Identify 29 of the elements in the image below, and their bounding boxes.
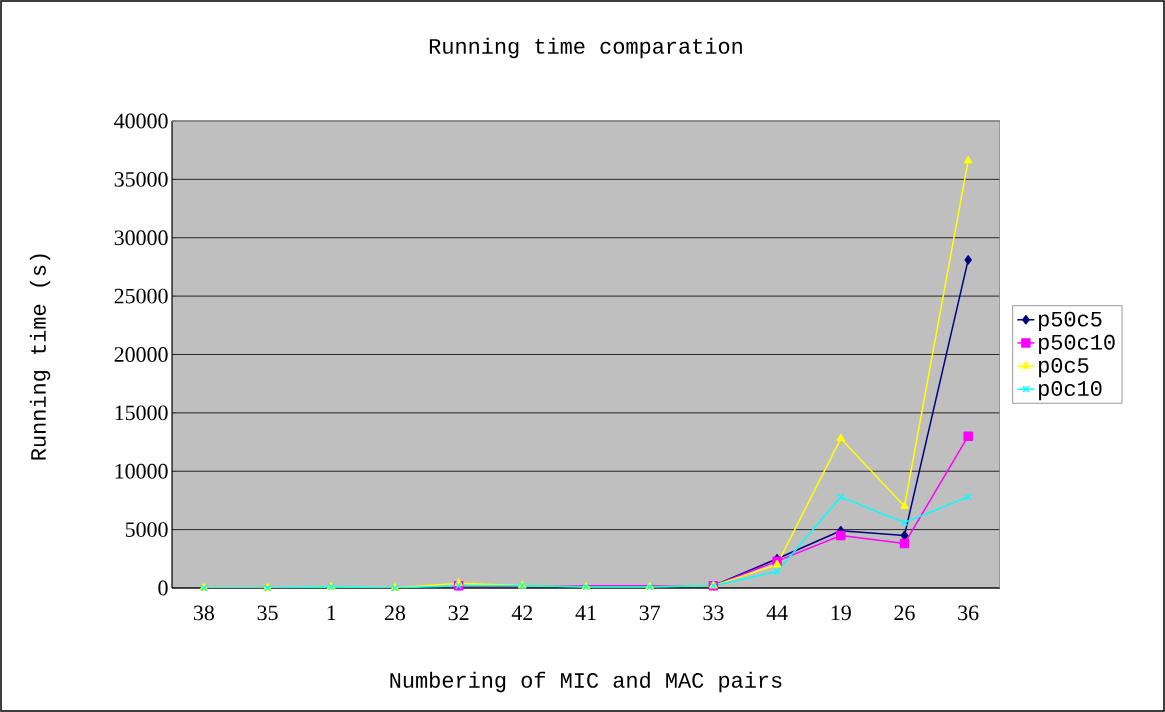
chart-title: Running time comparation (429, 37, 742, 59)
x-tick-label: 32 (448, 605, 469, 621)
y-tick-label: 40000 (114, 113, 168, 129)
legend-label: p0c10 (1039, 381, 1102, 401)
x-axis-title: Numbering of MIC and MAC pairs (390, 671, 782, 693)
x-tick-label: 1 (327, 605, 336, 620)
y-tick-label: 25000 (114, 288, 168, 304)
legend-label: p50c10 (1039, 334, 1115, 355)
y-tick-label: 30000 (114, 230, 168, 246)
x-tick-label: 36 (958, 605, 979, 621)
x-tick-label: 41 (575, 605, 596, 620)
x-tick-label: 42 (511, 605, 533, 621)
y-tick-label: 35000 (114, 171, 168, 187)
y-tick-label: 10000 (115, 463, 168, 479)
y-tick-label: 5000 (125, 522, 168, 538)
legend-label: p0c5 (1039, 357, 1089, 378)
x-tick-label: 19 (831, 605, 851, 621)
x-tick-label: 44 (766, 605, 788, 620)
y-axis-title: Running time (s) (29, 254, 51, 460)
x-tick-label: 33 (703, 605, 724, 621)
y-tick-label: 0 (158, 580, 168, 596)
x-tick-label: 38 (193, 605, 214, 621)
legend-label: p50c5 (1039, 311, 1102, 331)
x-tick-label: 35 (257, 605, 278, 621)
x-tick-label: 28 (384, 605, 406, 621)
x-tick-label: 26 (894, 605, 915, 621)
x-tick-label: 37 (639, 605, 661, 621)
y-tick-label: 15000 (115, 405, 168, 421)
y-tick-label: 20000 (114, 347, 168, 362)
